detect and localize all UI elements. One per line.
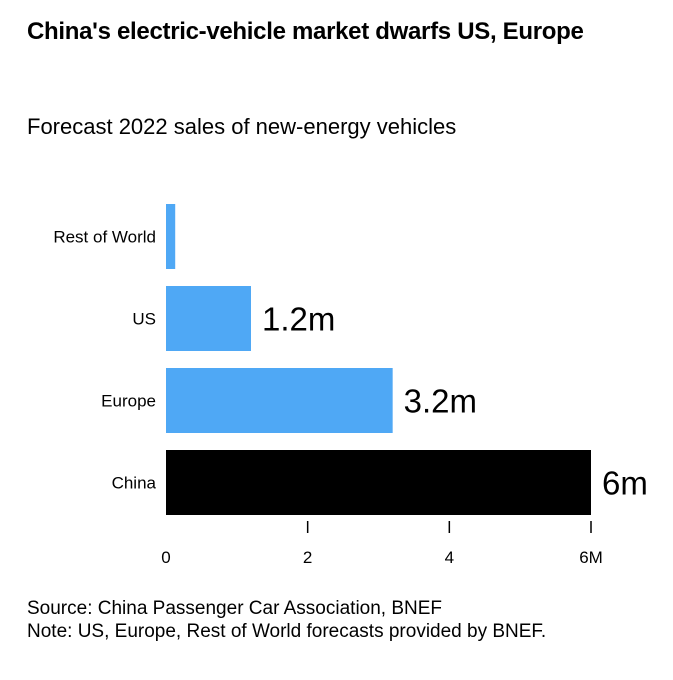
category-label-rest-of-world: Rest of World [53,228,156,247]
value-label-europe: 3.2m [404,383,477,420]
chart-footer: Source: China Passenger Car Association,… [27,597,657,643]
category-label-us: US [132,310,156,329]
x-tick-label: 2 [303,548,312,567]
chart-title: China's electric-vehicle market dwarfs U… [27,18,584,45]
chart-subtitle: Forecast 2022 sales of new-energy vehicl… [27,114,457,139]
category-label-china: China [112,474,157,493]
bar-rest-of-world [166,204,176,269]
x-tick-label: 0 [161,548,170,567]
x-tick-label: 6M [579,548,603,567]
footnote: Note: US, Europe, Rest of World forecast… [27,621,547,642]
value-label-china: 6m [602,465,648,502]
source-note: Source: China Passenger Car Association,… [27,598,443,619]
category-label-europe: Europe [101,392,156,411]
bar-china [166,450,591,515]
value-label-us: 1.2m [262,301,335,338]
bar-us [166,286,251,351]
x-tick-label: 4 [445,548,454,567]
bar-europe [166,368,393,433]
